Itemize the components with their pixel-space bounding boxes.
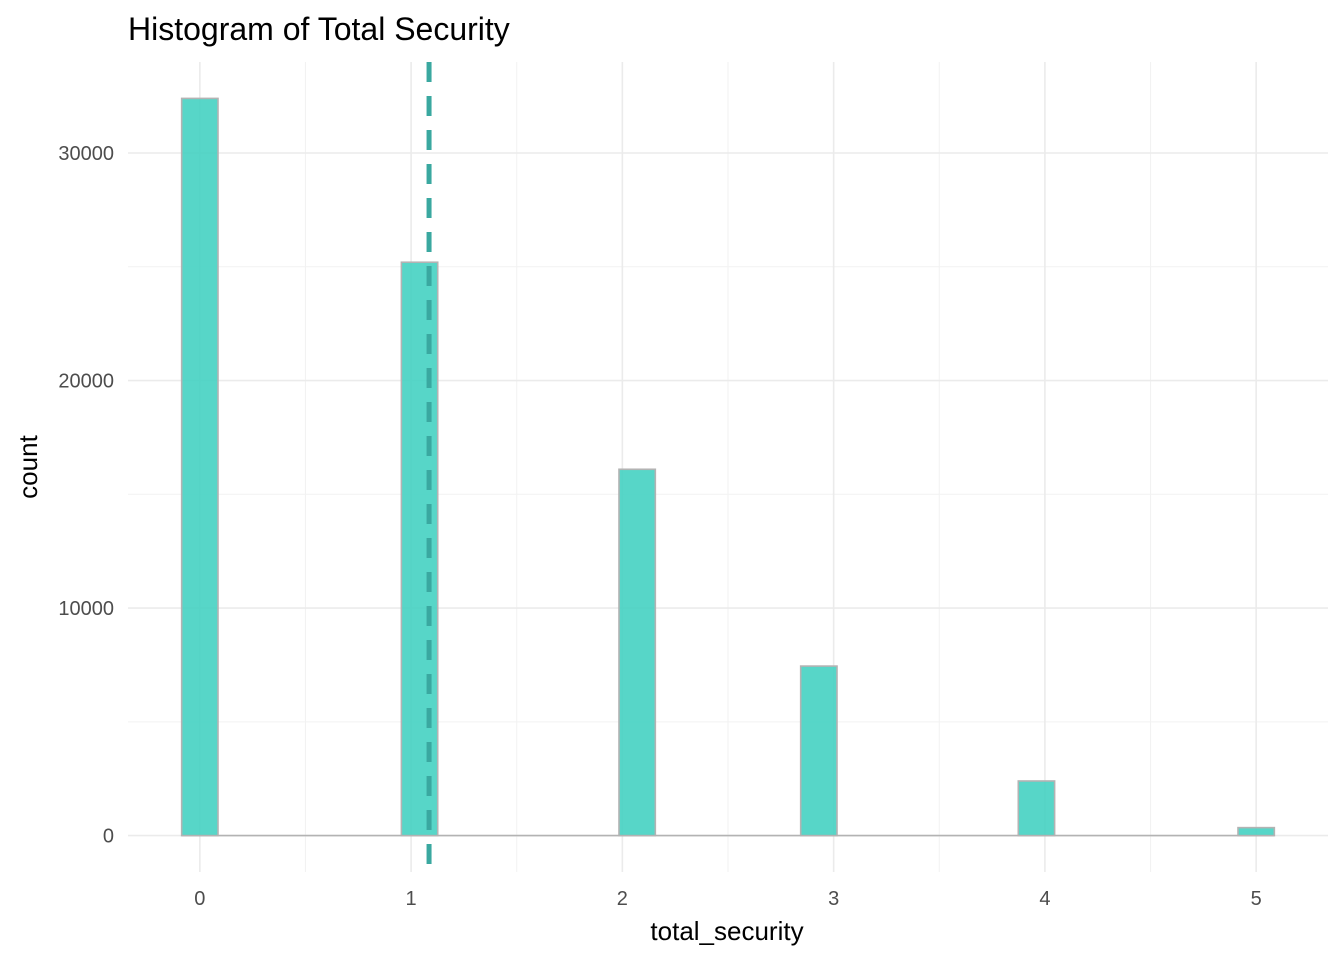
y-tick-label-0: 0: [103, 826, 114, 848]
y-tick-label-10000: 10000: [58, 598, 114, 620]
histogram-bar-0: [180, 97, 219, 837]
histogram-bars: [180, 97, 1276, 837]
y-axis-title: count: [13, 434, 43, 498]
minor-gridlines: [128, 62, 1328, 872]
y-tick-labels: 0 10000 20000 30000: [58, 143, 114, 848]
x-tick-label-2: 2: [617, 888, 628, 910]
histogram-bar-3: [799, 665, 838, 837]
histogram-bar-5: [1237, 826, 1276, 837]
x-tick-label-3: 3: [828, 888, 839, 910]
histogram-bar-1: [400, 261, 439, 837]
x-tick-label-1: 1: [406, 888, 417, 910]
x-axis-title: total_security: [650, 916, 803, 946]
y-tick-label-20000: 20000: [58, 371, 114, 393]
histogram-bar-2: [618, 468, 657, 837]
x-tick-label-4: 4: [1039, 888, 1050, 910]
y-tick-label-30000: 30000: [58, 143, 114, 165]
x-tick-label-5: 5: [1251, 888, 1262, 910]
chart-title: Histogram of Total Security: [128, 11, 510, 47]
x-tick-label-0: 0: [194, 888, 205, 910]
x-tick-labels: 0 1 2 3 4 5: [194, 888, 1261, 910]
histogram-bar-4: [1017, 780, 1056, 837]
